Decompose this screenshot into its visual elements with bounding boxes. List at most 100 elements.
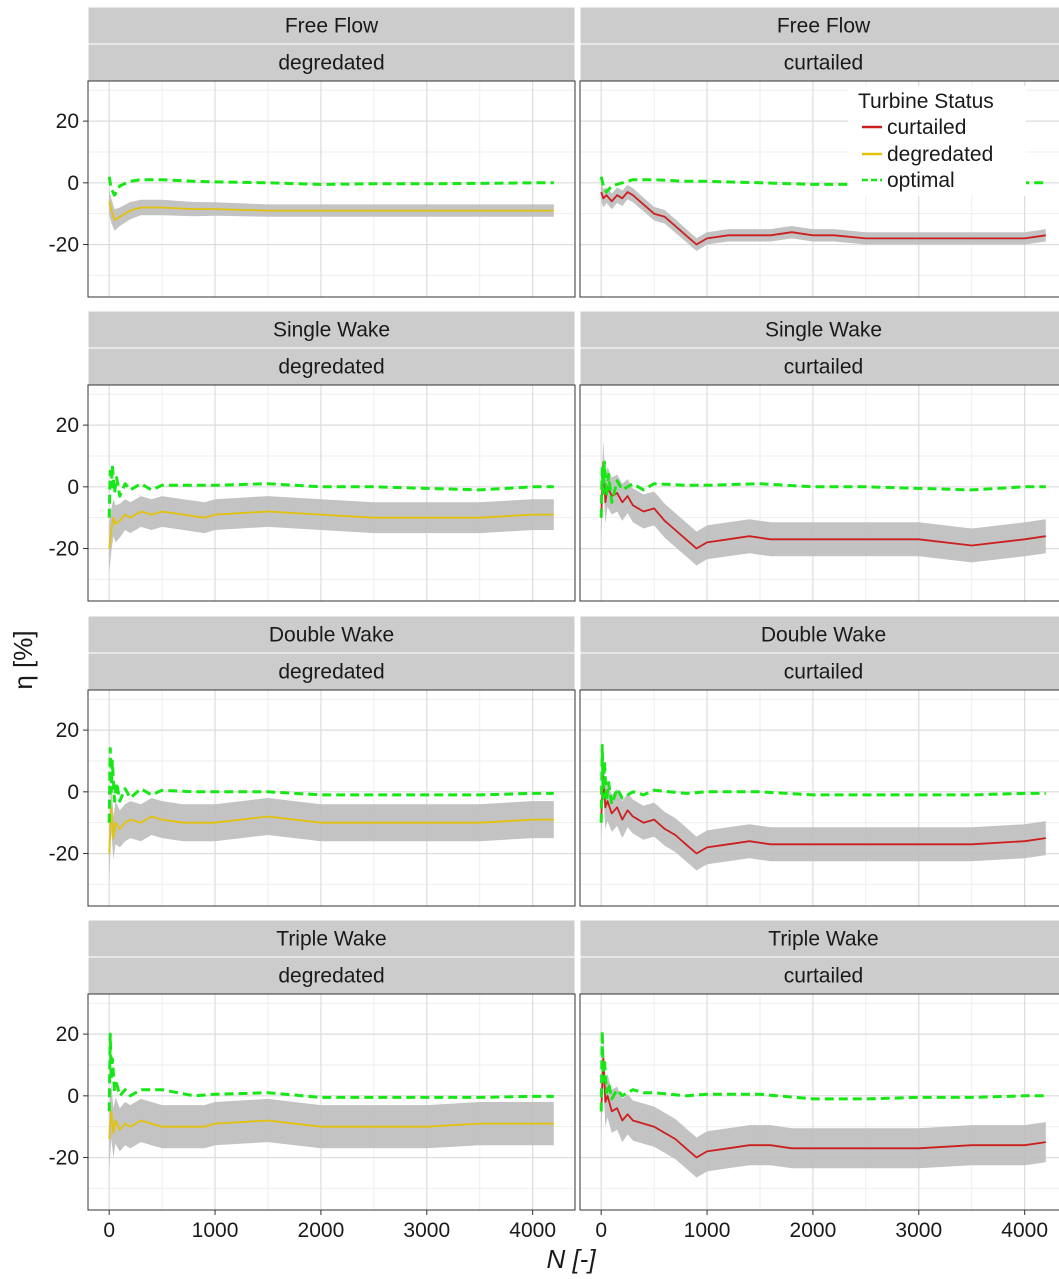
y-tick-label: 0 [67, 1085, 79, 1108]
confidence-band-curtailed [601, 440, 1046, 566]
facet-strip-label: Free Flow [285, 15, 379, 38]
series-line-optimal [107, 176, 554, 197]
panels-layer: Free Flow degredated 20 0 -20 Free Flow curtai… [49, 6, 1059, 1211]
legend: Turbine Status curtailed degredated opti… [848, 86, 1026, 196]
confidence-band-degredated [109, 496, 554, 574]
series-line-optimal [107, 1032, 554, 1112]
y-tick-label: 20 [56, 110, 79, 133]
y-tick-label: 0 [67, 172, 79, 195]
facet-strip-label: degredated [278, 661, 384, 684]
panel-3-1: Triple Wake curtailed [579, 919, 1059, 1211]
series-line-degredated [108, 1110, 554, 1140]
facet-strip [579, 652, 1059, 691]
facet-strip-label: Double Wake [269, 624, 394, 647]
panel-2-0: Double Wake degredated 20 0 -20 [49, 615, 576, 907]
series-line-curtailed [600, 775, 1046, 855]
series-line-optimal [599, 744, 1046, 823]
facet-strip [579, 956, 1059, 995]
series-line-degredated [108, 201, 554, 221]
series-line-curtailed [600, 191, 1046, 246]
y-axis-title: η [%] [8, 630, 38, 689]
plot-frame [87, 993, 576, 1211]
facet-strip-label: Single Wake [765, 319, 882, 342]
x-tick-label: 3000 [403, 1219, 450, 1242]
gridlines [580, 994, 1059, 1210]
plot-area [579, 689, 1059, 907]
plot-frame [579, 689, 1059, 907]
x-tick-label: 2000 [298, 1219, 345, 1242]
legend-title: Turbine Status [858, 90, 994, 113]
series-line-curtailed [600, 1057, 1046, 1159]
y-tick-label: -20 [49, 1147, 79, 1170]
facet-strip-label: Triple Wake [768, 928, 878, 951]
facet-strip-label: degredated [278, 356, 384, 379]
facet-strip-label: curtailed [784, 965, 863, 988]
legend-label-degredated: degredated [887, 143, 993, 166]
y-tick-label: 20 [56, 414, 79, 437]
facet-strip [87, 310, 576, 349]
facet-strip-label: Single Wake [273, 319, 390, 342]
plot-frame [87, 689, 576, 907]
facet-strip-label: degredated [278, 52, 384, 75]
plot-frame [579, 80, 1059, 298]
legend-background [848, 86, 1026, 196]
x-tick-label: 4000 [509, 1219, 556, 1242]
plot-frame [579, 384, 1059, 602]
plot-area [87, 384, 576, 602]
facet-strip-label: Free Flow [777, 15, 871, 38]
legend-label-optimal: optimal [887, 169, 955, 192]
x-tick-label: 0 [595, 1219, 607, 1242]
panel-3-0: Triple Wake degredated 20 0 -20 [49, 919, 576, 1211]
facet-strip [87, 347, 576, 386]
facet-strip [579, 43, 1059, 82]
series-line-optimal [107, 747, 554, 823]
facet-strip [579, 6, 1059, 45]
x-tick-label: 0 [103, 1219, 115, 1242]
confidence-band-degredated [109, 782, 554, 882]
facet-strip-label: Triple Wake [276, 928, 386, 951]
confidence-band-curtailed [601, 1034, 1046, 1178]
plot-frame [579, 993, 1059, 1211]
series-line-optimal [599, 460, 1046, 518]
y-tick-label: -20 [49, 538, 79, 561]
x-tick-label: 2000 [790, 1219, 837, 1242]
y-tick-label: 0 [67, 781, 79, 804]
plot-area [87, 80, 576, 298]
x-tick-label: 3000 [895, 1219, 942, 1242]
panel-1-1: Single Wake curtailed [579, 310, 1059, 602]
y-tick-label: -20 [49, 843, 79, 866]
series-line-degredated [108, 510, 554, 549]
y-tick-label: 20 [56, 719, 79, 742]
facet-strip-label: degredated [278, 965, 384, 988]
facet-strip [87, 652, 576, 691]
plot-frame [87, 80, 576, 298]
y-tick-label: 20 [56, 1023, 79, 1046]
legend-label-curtailed: curtailed [887, 116, 966, 139]
facet-strip-label: Double Wake [761, 624, 886, 647]
facet-strip-label: curtailed [784, 356, 863, 379]
y-tick-label: -20 [49, 234, 79, 257]
facet-strip [579, 919, 1059, 958]
gridlines [88, 385, 575, 601]
panel-2-1: Double Wake curtailed [579, 615, 1059, 907]
x-tick-label: 4000 [1001, 1219, 1048, 1242]
plot-area [579, 384, 1059, 602]
x-axis-title: N [-] [546, 1244, 596, 1274]
facet-strip [87, 615, 576, 654]
plot-area [579, 993, 1059, 1211]
confidence-band-curtailed [601, 754, 1046, 871]
facet-strip [87, 6, 576, 45]
panel-0-0: Free Flow degredated 20 0 -20 [49, 6, 576, 298]
plot-area [87, 689, 576, 907]
facet-strip [87, 919, 576, 958]
series-line-degredated [108, 806, 554, 854]
series-line-curtailed [600, 461, 1046, 550]
facet-strip-label: curtailed [784, 52, 863, 75]
confidence-band-curtailed [601, 182, 1046, 251]
panel-1-0: Single Wake degredated 20 0 -20 [49, 310, 576, 602]
x-tick-label: 1000 [192, 1219, 239, 1242]
facet-strip-label: curtailed [784, 661, 863, 684]
gridlines [580, 385, 1059, 601]
facet-strip [579, 615, 1059, 654]
